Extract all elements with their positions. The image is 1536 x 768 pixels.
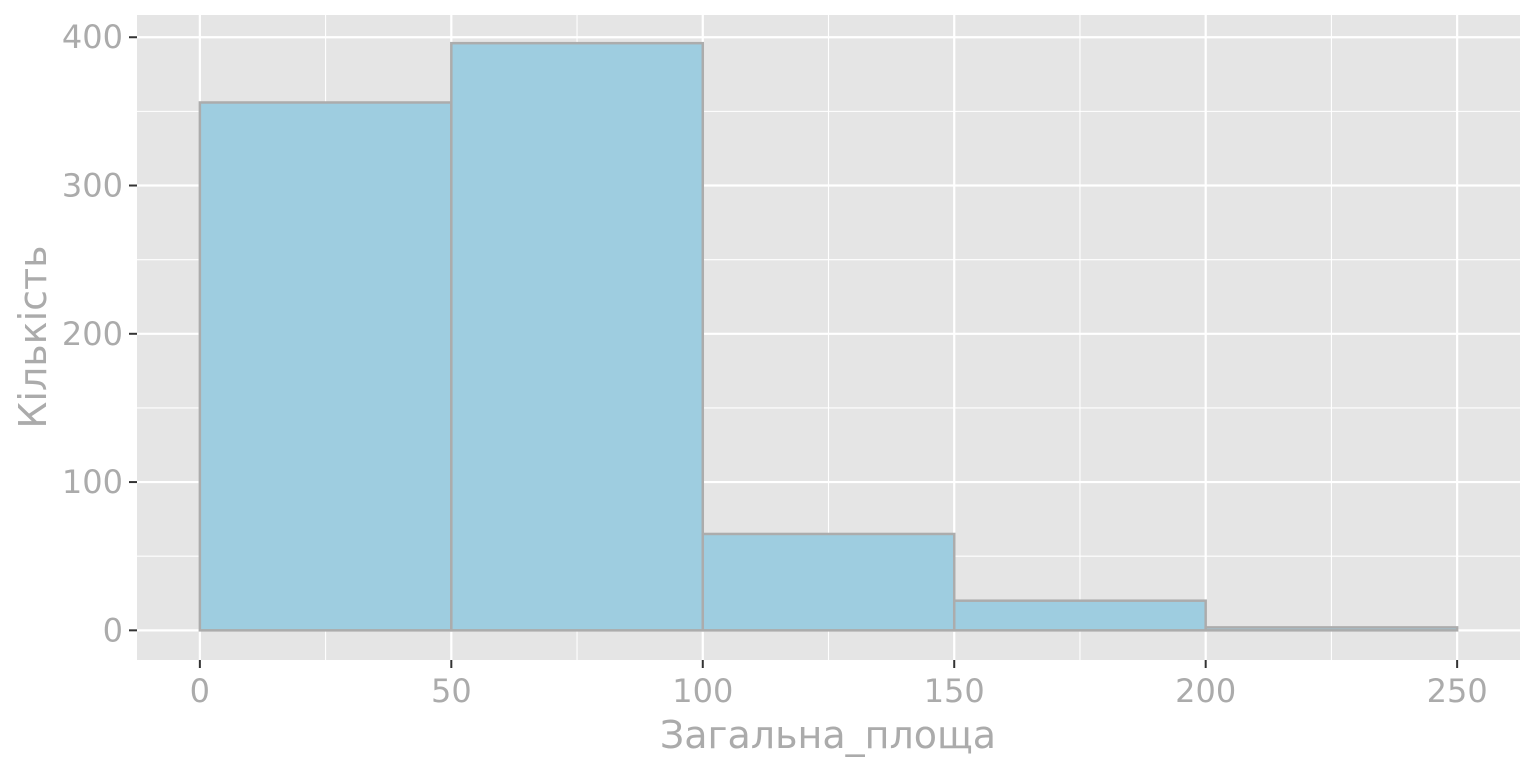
- x-tick-label: 100: [672, 672, 733, 710]
- x-tick-label: 200: [1175, 672, 1236, 710]
- axis-ticks: [129, 36, 1459, 668]
- y-tick-label: 0: [103, 611, 123, 649]
- x-axis-title: Загальна_площа: [660, 713, 996, 757]
- x-axis-tick-labels: 0 50 100 150 200 250: [190, 672, 1488, 710]
- histogram-bar: [198, 101, 453, 632]
- x-tick-label: 150: [924, 672, 985, 710]
- histogram-bar: [952, 599, 1207, 632]
- y-tick-label: 400: [62, 18, 123, 56]
- histogram-bar: [450, 41, 705, 632]
- y-axis-tick-labels: 0 100 200 300 400: [62, 18, 123, 649]
- y-axis-title: Кількість: [11, 245, 55, 428]
- histogram-bars: [198, 41, 1459, 632]
- x-tick-label: 0: [190, 672, 210, 710]
- histogram-bar: [1204, 626, 1459, 632]
- y-tick-label: 100: [62, 463, 123, 501]
- x-tick-label: 50: [431, 672, 472, 710]
- histogram-bar: [701, 532, 956, 632]
- y-tick-label: 200: [62, 315, 123, 353]
- y-tick-label: 300: [62, 167, 123, 205]
- x-tick-label: 250: [1427, 672, 1488, 710]
